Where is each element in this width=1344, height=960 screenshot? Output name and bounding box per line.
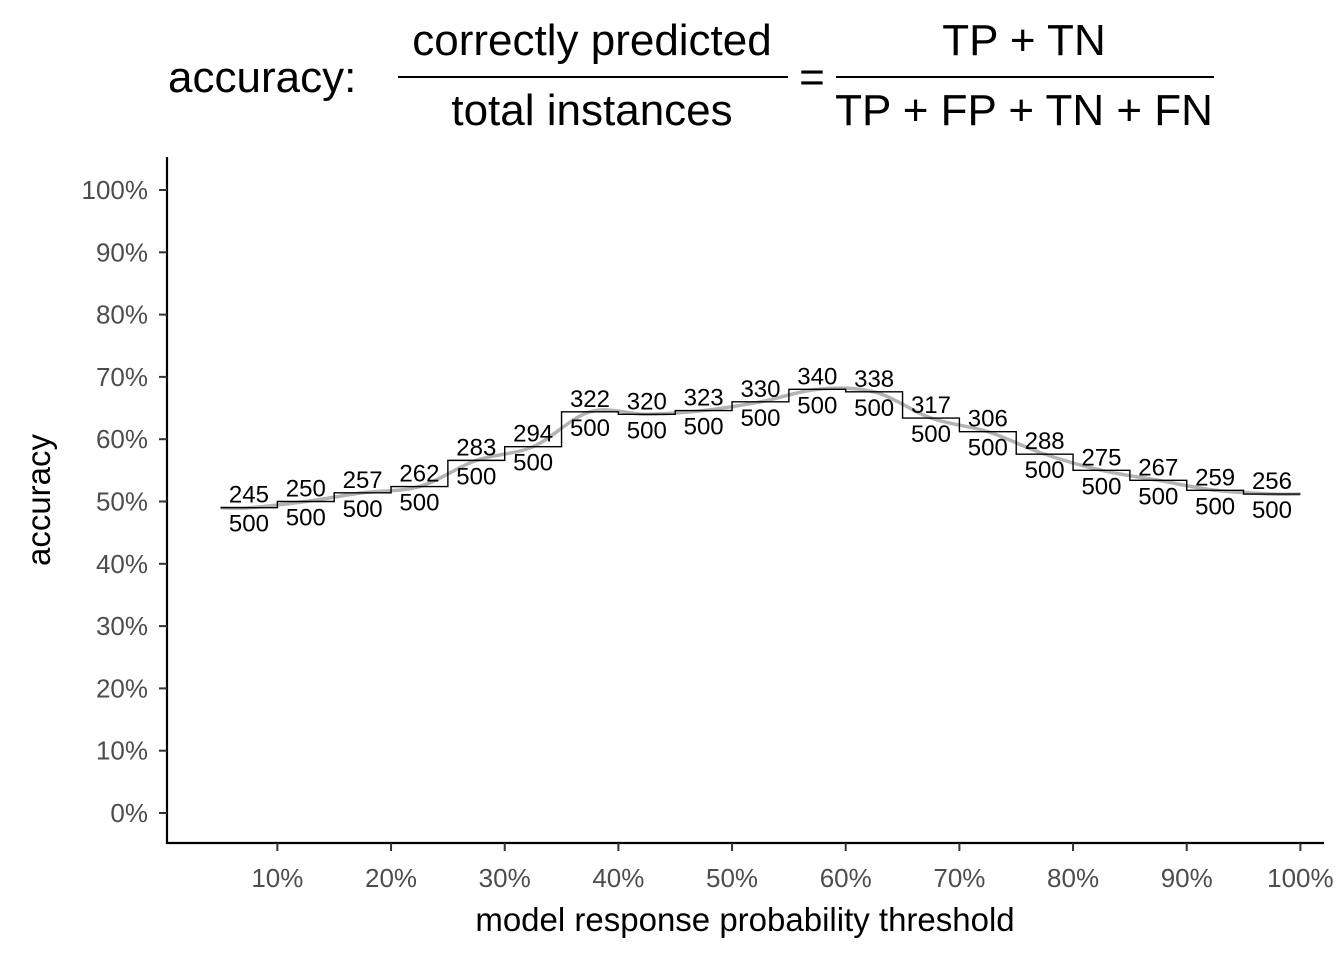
fraction-denominator: 500 xyxy=(684,414,724,441)
fraction-numerator: 323 xyxy=(684,385,724,412)
fraction-numerator: 340 xyxy=(797,363,837,390)
fraction-denominator: 500 xyxy=(456,463,496,490)
fraction-numerator: 317 xyxy=(911,392,951,419)
fraction-denominator: 500 xyxy=(911,421,951,448)
plot-lines xyxy=(220,386,1301,510)
fraction-denominator: 500 xyxy=(797,392,837,419)
fraction-denominator: 500 xyxy=(286,505,326,532)
y-tick-label: 20% xyxy=(96,673,148,703)
fraction-numerator: 322 xyxy=(570,386,610,413)
fraction-numerator: 256 xyxy=(1252,468,1292,495)
x-tick-label: 50% xyxy=(706,863,758,893)
x-tick-label: 100% xyxy=(1267,863,1334,893)
fraction-numerator: 259 xyxy=(1195,464,1235,491)
fraction-denominator: 500 xyxy=(513,450,553,477)
fraction-numerator: 245 xyxy=(229,482,269,509)
y-tick-label: 70% xyxy=(96,362,148,392)
y-tick-label: 40% xyxy=(96,549,148,579)
title-fraction-2-denominator: TP + FP + TN + FN xyxy=(835,86,1213,135)
x-tick-label: 60% xyxy=(820,863,872,893)
fraction-denominator: 500 xyxy=(740,405,780,432)
accuracy-step-line xyxy=(220,388,1301,509)
fraction-denominator: 500 xyxy=(229,511,269,538)
y-axis-ticks: 0% 10% 20% 30% 40% 50% 60% 70% 80% 90% 100% xyxy=(82,175,167,828)
y-tick-label: 50% xyxy=(96,487,148,517)
title-fraction-1-denominator: total instances xyxy=(451,86,732,135)
fraction-numerator: 267 xyxy=(1138,454,1178,481)
y-tick-label: 10% xyxy=(96,736,148,766)
fraction-denominator: 500 xyxy=(1025,457,1065,484)
fraction-denominator: 500 xyxy=(968,435,1008,462)
fraction-numerator: 320 xyxy=(627,388,667,415)
fraction-numerator: 250 xyxy=(286,476,326,503)
fraction-denominator: 500 xyxy=(627,417,667,444)
fraction-numerator: 294 xyxy=(513,421,553,448)
chart-title: accuracy: correctly predicted total inst… xyxy=(168,16,1214,135)
title-equals: = xyxy=(799,53,825,102)
fraction-numerator: 288 xyxy=(1025,428,1065,455)
x-tick-label: 40% xyxy=(592,863,644,893)
x-axis-title: model response probability threshold xyxy=(475,901,1014,938)
y-tick-label: 100% xyxy=(82,175,149,205)
y-tick-label: 30% xyxy=(96,611,148,641)
fraction-numerator: 330 xyxy=(740,376,780,403)
fraction-denominator: 500 xyxy=(343,496,383,523)
fraction-labels: 2455002505002575002625002835002945003225… xyxy=(229,363,1292,537)
fraction-denominator: 500 xyxy=(1138,483,1178,510)
y-tick-label: 80% xyxy=(96,300,148,330)
title-prefix: accuracy: xyxy=(168,53,356,102)
y-tick-label: 90% xyxy=(96,237,148,267)
fraction-denominator: 500 xyxy=(570,415,610,442)
y-tick-label: 0% xyxy=(110,798,148,828)
fraction-denominator: 500 xyxy=(1081,473,1121,500)
fraction-numerator: 262 xyxy=(399,461,439,488)
x-tick-label: 10% xyxy=(251,863,303,893)
fraction-numerator: 275 xyxy=(1081,444,1121,471)
title-fraction-2-numerator: TP + TN xyxy=(942,16,1105,65)
x-tick-label: 90% xyxy=(1161,863,1213,893)
fraction-denominator: 500 xyxy=(1195,493,1235,520)
fraction-denominator: 500 xyxy=(399,490,439,517)
fraction-denominator: 500 xyxy=(854,395,894,422)
fraction-numerator: 338 xyxy=(854,366,894,393)
y-tick-label: 60% xyxy=(96,424,148,454)
fraction-numerator: 257 xyxy=(343,467,383,494)
y-axis-title: accuracy xyxy=(20,433,57,566)
fraction-numerator: 306 xyxy=(968,406,1008,433)
fraction-denominator: 500 xyxy=(1252,497,1292,524)
x-axis-ticks: 10% 20% 30% 40% 50% 60% 70% 80% 90% 100% xyxy=(251,843,1334,893)
x-tick-label: 70% xyxy=(933,863,985,893)
x-tick-label: 30% xyxy=(479,863,531,893)
fraction-numerator: 283 xyxy=(456,434,496,461)
x-tick-label: 20% xyxy=(365,863,417,893)
x-tick-label: 80% xyxy=(1047,863,1099,893)
title-fraction-1-numerator: correctly predicted xyxy=(412,16,771,65)
